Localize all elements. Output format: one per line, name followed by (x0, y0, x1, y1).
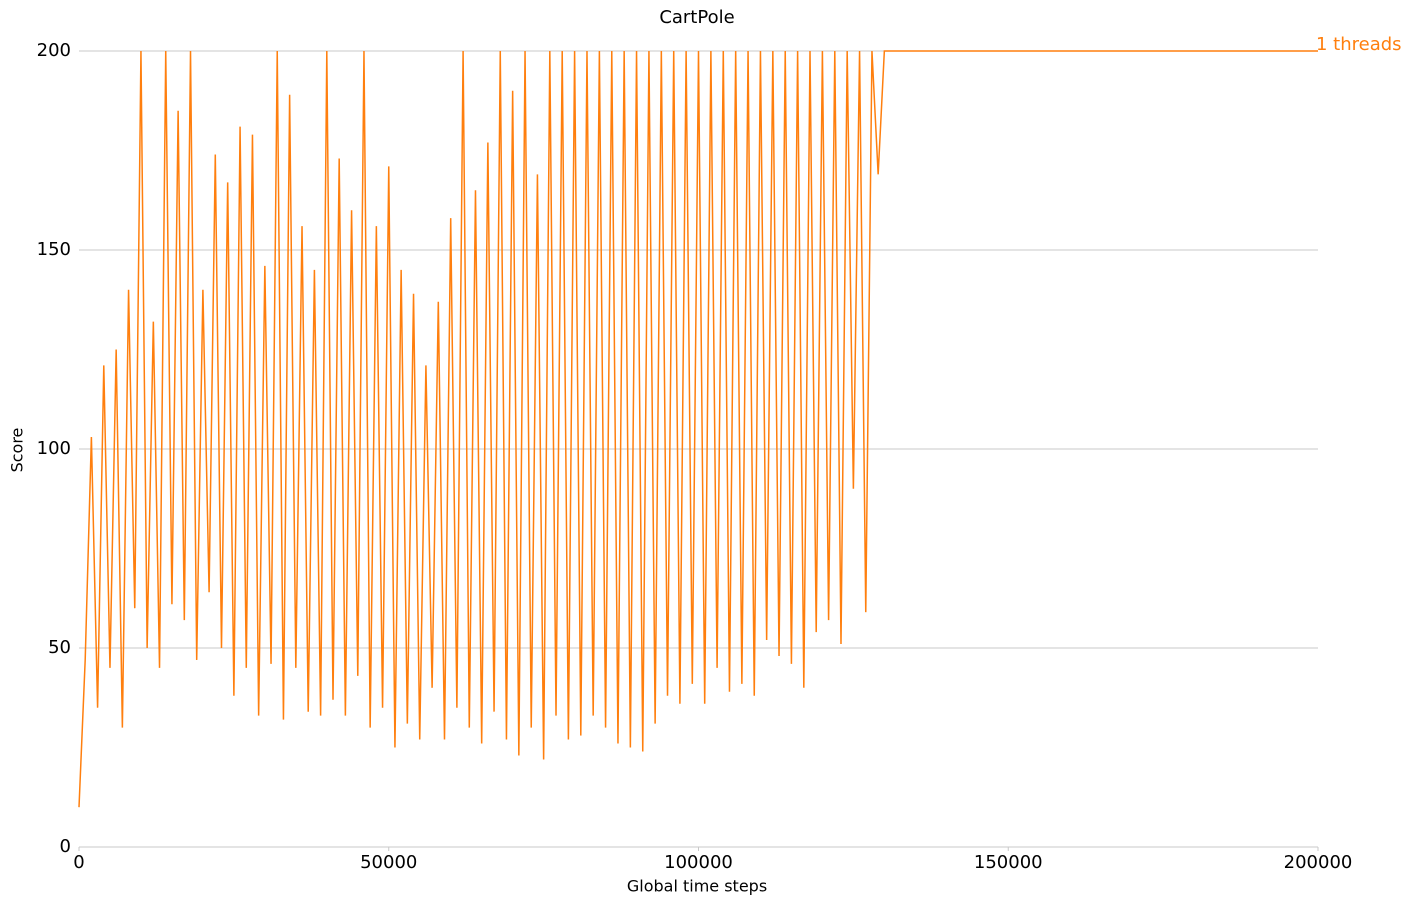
x-tick-label: 200000 (1284, 852, 1353, 873)
series-label: 1 threads (1316, 34, 1402, 55)
x-tick-label: 0 (73, 852, 84, 873)
x-tick-label: 50000 (360, 852, 417, 873)
y-tick-label: 0 (60, 836, 71, 857)
y-tick-label: 50 (48, 637, 71, 658)
y-tick-label: 200 (37, 40, 71, 61)
x-tick-label: 100000 (664, 852, 733, 873)
y-tick-label: 100 (37, 438, 71, 459)
y-axis-label: Score (8, 428, 27, 473)
x-tick-label: 150000 (974, 852, 1043, 873)
x-axis-label: Global time steps (627, 877, 767, 896)
y-tick-label: 150 (37, 239, 71, 260)
data-line (78, 50, 1318, 808)
chart-title: CartPole (659, 7, 734, 28)
